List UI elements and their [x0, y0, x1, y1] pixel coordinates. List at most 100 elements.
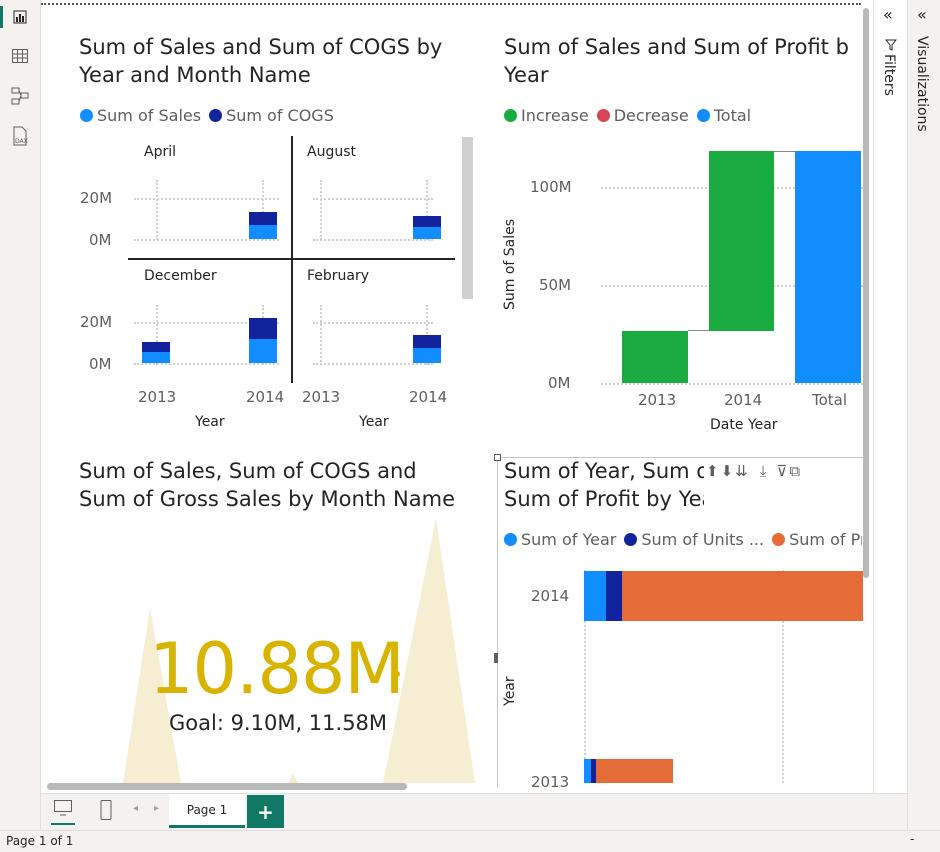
- visualizations-pane-label[interactable]: Visualizations: [914, 36, 930, 132]
- panel-label-february: February: [307, 268, 370, 284]
- desktop-layout-icon[interactable]: [51, 799, 75, 825]
- gridline: [156, 180, 158, 240]
- kpi-value: 10.88M: [149, 628, 405, 710]
- visual3-title: Sum of Sales, Sum of COGS and Sum of Gro…: [79, 459, 455, 511]
- legend-dot-icon: [624, 533, 638, 546]
- page-tab-1[interactable]: Page 1: [169, 794, 245, 828]
- collapse-visualizations-icon[interactable]: «: [917, 5, 927, 24]
- y-tick: 50M: [539, 276, 572, 294]
- panel-label-april: April: [144, 144, 176, 160]
- legend-item-profit[interactable]: Sum of Pro: [772, 530, 862, 549]
- model-view-icon[interactable]: [6, 82, 34, 110]
- gridline: [426, 180, 428, 240]
- x-tick: 2014: [246, 388, 285, 406]
- legend-item-year[interactable]: Sum of Year: [504, 530, 616, 549]
- gridline: [262, 180, 264, 240]
- legend-item-units[interactable]: Sum of Units ...: [624, 530, 764, 549]
- legend-dot-icon: [696, 109, 710, 122]
- drill-down-icon[interactable]: ⬇: [720, 462, 734, 480]
- waterfall-bar-total[interactable]: [795, 151, 861, 383]
- legend-item-total[interactable]: Total: [696, 106, 751, 125]
- report-view-icon[interactable]: [6, 3, 34, 31]
- bar-cogs-august-2014[interactable]: [413, 216, 441, 227]
- x-tick: 2013: [138, 388, 177, 406]
- bar-sales-december-2013[interactable]: [142, 352, 170, 363]
- mobile-layout-icon[interactable]: [99, 799, 113, 825]
- legend-dot-icon: [772, 533, 786, 546]
- drill-up-icon[interactable]: ⬆: [706, 462, 719, 480]
- hbar-profit-2013[interactable]: [596, 759, 673, 783]
- gridline: [320, 180, 322, 240]
- bar-sales-august-2014[interactable]: [413, 227, 441, 239]
- hbar-year-2014[interactable]: [584, 571, 606, 621]
- x-tick: Total: [812, 391, 848, 409]
- visual1-legend: Sum of Sales Sum of COGS: [80, 106, 410, 125]
- filters-pane: « Filters: [873, 0, 907, 793]
- next-page-icon[interactable]: ▸: [154, 803, 160, 814]
- bar-cogs-february-2014[interactable]: [413, 335, 441, 348]
- canvas-vertical-scrollbar[interactable]: [863, 8, 869, 578]
- y-axis-title: Year: [502, 676, 518, 706]
- y-tick: 2014: [531, 587, 570, 605]
- y-tick: 20M: [80, 189, 113, 207]
- canvas-horizontal-scrollbar[interactable]: [47, 783, 407, 790]
- legend-item-cogs[interactable]: Sum of COGS: [209, 106, 334, 125]
- legend-item-sales[interactable]: Sum of Sales: [80, 106, 201, 125]
- hbar-year-2013[interactable]: [584, 759, 591, 783]
- legend-dot-icon: [80, 109, 93, 122]
- filters-pane-label[interactable]: Filters: [881, 54, 897, 96]
- gridline: [601, 383, 863, 385]
- legend-dot-icon: [209, 109, 223, 122]
- hbar-profit-2014[interactable]: [622, 571, 863, 621]
- visual-header-toolbar: ⬆ ⬇ ⇊ ⤓ ⊽ ⧉: [706, 460, 863, 482]
- expand-hierarchy-icon[interactable]: ⤓: [759, 462, 767, 480]
- waterfall-connector: [774, 151, 795, 152]
- page-tabs-bar: ◂ ▸ Page 1 +: [41, 793, 907, 830]
- y-tick: 0M: [89, 231, 112, 249]
- kpi-indicator-dot: [394, 671, 400, 677]
- y-axis-title: Sum of Sales: [502, 218, 518, 310]
- y-tick: 0M: [548, 374, 571, 392]
- gridline: [134, 239, 279, 241]
- filter-icon[interactable]: ⊽: [776, 462, 788, 480]
- table-view-icon[interactable]: [6, 42, 34, 70]
- add-page-button[interactable]: +: [247, 795, 284, 828]
- canvas-top-border: [41, 3, 861, 5]
- focus-mode-icon[interactable]: ⧉: [789, 462, 801, 480]
- gridline: [313, 198, 433, 200]
- visualizations-pane: « Visualizations: [907, 0, 940, 830]
- bar-cogs-december-2013[interactable]: [142, 342, 170, 352]
- bar-sales-december-2014[interactable]: [249, 339, 277, 363]
- prev-page-icon[interactable]: ◂: [133, 803, 139, 814]
- visual4-title: Sum of Year, Sum o Sum of Profit by Year: [504, 459, 704, 511]
- x-tick: 2014: [409, 388, 448, 406]
- legend-dot-icon: [504, 533, 517, 546]
- bar-sales-february-2014[interactable]: [413, 348, 441, 363]
- hbar-units-2013[interactable]: [591, 759, 596, 783]
- visual4-selection-frame[interactable]: [497, 457, 863, 787]
- collapse-filters-icon[interactable]: «: [883, 5, 893, 24]
- zoom-out-control[interactable]: -: [910, 832, 915, 846]
- waterfall-bar-2013[interactable]: [622, 331, 688, 383]
- gridline: [782, 570, 784, 783]
- active-view-indicator: [0, 6, 3, 28]
- kpi-goal: Goal: 9.10M, 11.58M: [169, 711, 388, 735]
- x-axis-title: Year: [195, 414, 225, 430]
- panel-divider-horizontal: [128, 258, 455, 260]
- bar-sales-april-2014[interactable]: [249, 225, 277, 239]
- svg-text:DAX: DAX: [15, 138, 28, 145]
- visual1-title: Sum of Sales and Sum of COGS by Year and…: [79, 35, 443, 87]
- dax-query-icon[interactable]: DAX: [6, 122, 34, 150]
- bar-cogs-april-2014[interactable]: [249, 212, 277, 225]
- visual1-scrollbar[interactable]: [462, 137, 473, 299]
- legend-item-increase[interactable]: Increase: [504, 106, 589, 125]
- resize-handle[interactable]: [494, 454, 501, 461]
- next-level-icon[interactable]: ⇊: [735, 462, 748, 480]
- hbar-units-2014[interactable]: [606, 571, 622, 621]
- filter-funnel-icon: [884, 36, 898, 55]
- gridline: [313, 322, 433, 324]
- resize-handle[interactable]: [494, 653, 498, 663]
- legend-item-decrease[interactable]: Decrease: [596, 106, 689, 125]
- waterfall-bar-2014[interactable]: [709, 151, 774, 331]
- bar-cogs-december-2014[interactable]: [249, 318, 277, 339]
